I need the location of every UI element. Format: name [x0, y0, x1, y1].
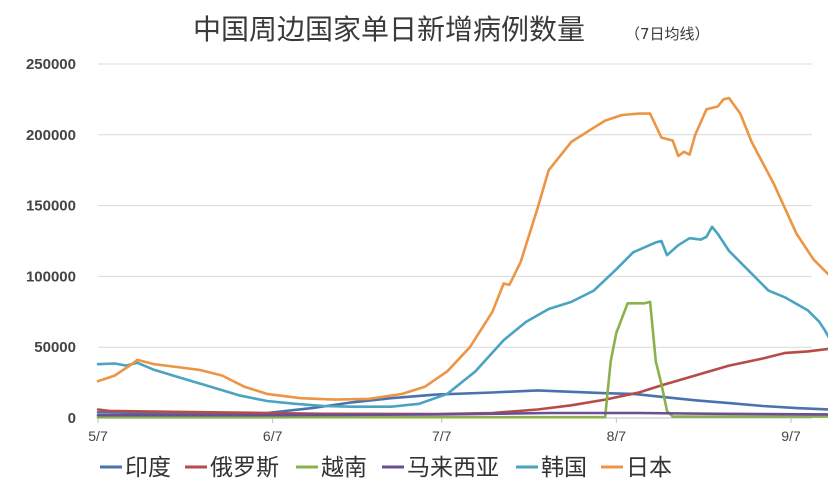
series-line-6 — [96, 96, 828, 401]
series-line-3 — [96, 300, 828, 419]
y-tick-label: 0 — [68, 410, 76, 427]
y-tick-label: 250000 — [26, 56, 76, 73]
chart-title-group: 中国周边国家单日新增病例数量 （7日均线） — [193, 13, 710, 46]
x-tick-label: 9/7 — [781, 428, 801, 444]
series-line-1 — [96, 389, 828, 416]
x-tick-label: 8/7 — [607, 428, 627, 444]
series-line-4 — [96, 411, 828, 417]
chart-title: 中国周边国家单日新增病例数量 — [193, 13, 585, 46]
x-tick-label: 6/7 — [263, 428, 283, 444]
y-tick-label: 200000 — [26, 127, 76, 144]
axes: 0 50000 100000 150000 200000 250000 5/7 6/7 7/7 8… — [26, 56, 812, 444]
y-tick-label: 50000 — [34, 339, 76, 356]
chart-subtitle: （7日均线） — [625, 25, 710, 43]
legend-label: 越南 — [321, 455, 367, 481]
series-line-2 — [96, 347, 828, 416]
series-line-5 — [96, 225, 828, 408]
series-lines — [96, 96, 828, 419]
legend-label: 韩国 — [541, 455, 587, 481]
legend-label: 马来西亚 — [407, 455, 499, 481]
legend: 印度 俄罗斯 越南 马来西亚 韩国 日本 — [100, 455, 672, 481]
legend-label: 俄罗斯 — [210, 455, 279, 481]
x-tick-label: 7/7 — [432, 428, 452, 444]
legend-label: 日本 — [626, 455, 672, 481]
legend-label: 印度 — [125, 455, 171, 481]
y-tick-label: 100000 — [26, 268, 76, 285]
gridlines — [98, 63, 812, 348]
y-tick-label: 150000 — [26, 198, 76, 215]
x-tick-label: 5/7 — [88, 428, 108, 444]
